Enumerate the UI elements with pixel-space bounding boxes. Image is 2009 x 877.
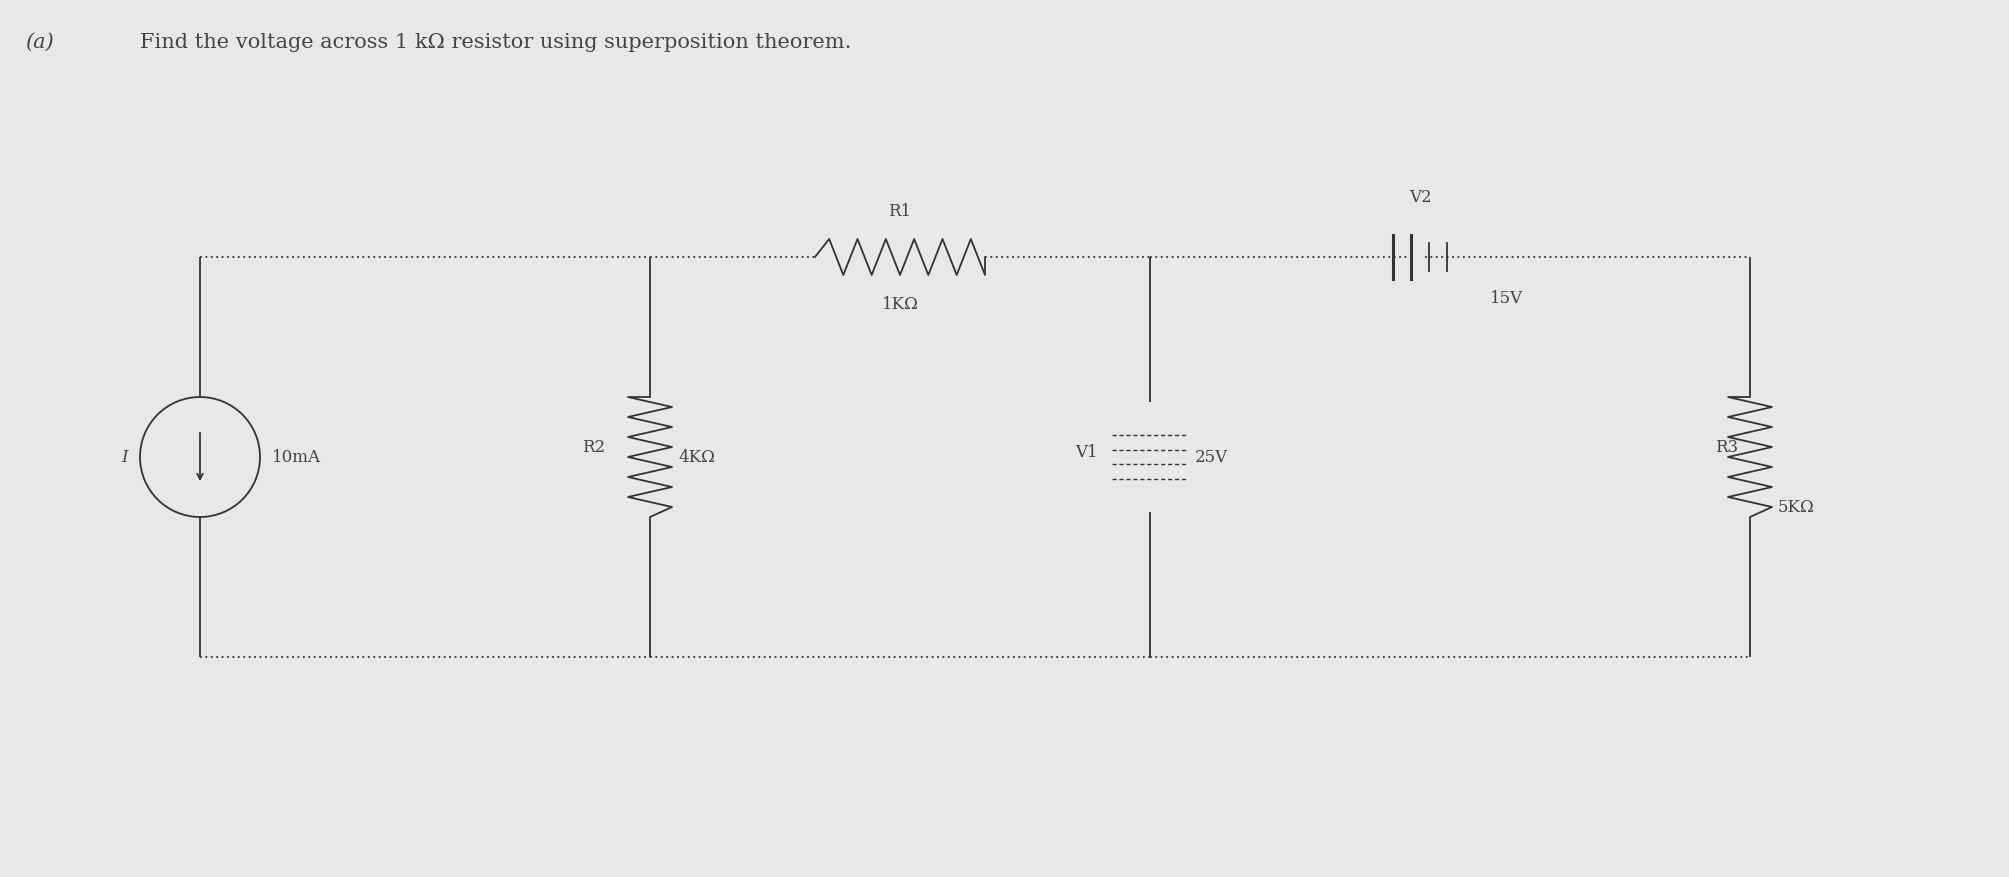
Text: 10mA: 10mA: [271, 449, 321, 466]
Text: 1KΩ: 1KΩ: [882, 296, 918, 312]
Text: 5KΩ: 5KΩ: [1778, 499, 1814, 516]
Text: (a): (a): [24, 33, 54, 52]
Text: V1: V1: [1075, 444, 1099, 461]
Text: Find the voltage across 1 kΩ resistor using superposition theorem.: Find the voltage across 1 kΩ resistor us…: [141, 33, 852, 52]
Text: R3: R3: [1716, 439, 1738, 456]
Text: 15V: 15V: [1491, 289, 1523, 307]
Text: R2: R2: [583, 439, 605, 456]
Text: I: I: [121, 449, 129, 466]
Text: V2: V2: [1408, 189, 1430, 206]
Text: R1: R1: [888, 203, 912, 220]
Text: 25V: 25V: [1195, 449, 1227, 466]
Text: 4KΩ: 4KΩ: [677, 449, 715, 466]
